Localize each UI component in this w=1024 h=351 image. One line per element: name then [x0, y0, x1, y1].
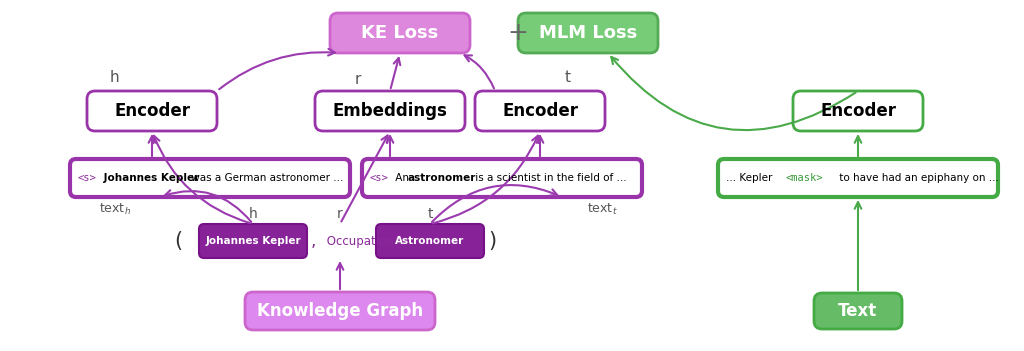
- Text: <mask>: <mask>: [786, 173, 823, 183]
- Text: h: h: [110, 69, 119, 85]
- FancyBboxPatch shape: [475, 91, 605, 131]
- Text: (: (: [174, 231, 182, 251]
- Text: r: r: [337, 207, 343, 221]
- Text: ,: ,: [310, 232, 315, 250]
- Text: KE Loss: KE Loss: [361, 24, 438, 42]
- Text: Encoder: Encoder: [502, 102, 578, 120]
- Text: Embeddings: Embeddings: [333, 102, 447, 120]
- Text: Johannes Kepler: Johannes Kepler: [100, 173, 200, 183]
- Text: <s>: <s>: [78, 173, 96, 183]
- Text: Text: Text: [839, 302, 878, 320]
- Text: was a German astronomer ...: was a German astronomer ...: [188, 173, 343, 183]
- Text: is a scientist in the field of ...: is a scientist in the field of ...: [472, 173, 627, 183]
- Text: astronomer: astronomer: [408, 173, 476, 183]
- Text: t: t: [427, 207, 433, 221]
- FancyBboxPatch shape: [376, 224, 484, 258]
- Text: +: +: [508, 21, 528, 45]
- Text: Johannes Kepler: Johannes Kepler: [205, 236, 301, 246]
- FancyBboxPatch shape: [518, 13, 658, 53]
- FancyBboxPatch shape: [199, 224, 307, 258]
- FancyBboxPatch shape: [70, 159, 350, 197]
- Text: h: h: [249, 207, 257, 221]
- FancyBboxPatch shape: [245, 292, 435, 330]
- Text: <s>: <s>: [370, 173, 389, 183]
- Text: Encoder: Encoder: [114, 102, 190, 120]
- FancyBboxPatch shape: [315, 91, 465, 131]
- Text: to have had an epiphany on ...: to have had an epiphany on ...: [836, 173, 998, 183]
- Text: Encoder: Encoder: [820, 102, 896, 120]
- Text: MLM Loss: MLM Loss: [539, 24, 637, 42]
- Text: t: t: [565, 69, 571, 85]
- FancyBboxPatch shape: [814, 293, 902, 329]
- Text: ... Kepler: ... Kepler: [726, 173, 775, 183]
- Text: Occupation ,: Occupation ,: [323, 234, 401, 247]
- Text: text$_t$: text$_t$: [587, 201, 617, 217]
- Text: text$_h$: text$_h$: [99, 201, 131, 217]
- Text: ): ): [488, 231, 496, 251]
- Text: Knowledge Graph: Knowledge Graph: [257, 302, 423, 320]
- FancyBboxPatch shape: [362, 159, 642, 197]
- FancyBboxPatch shape: [87, 91, 217, 131]
- Text: Astronomer: Astronomer: [395, 236, 465, 246]
- FancyBboxPatch shape: [330, 13, 470, 53]
- Text: An: An: [392, 173, 413, 183]
- FancyBboxPatch shape: [718, 159, 998, 197]
- Text: r: r: [354, 72, 361, 86]
- FancyBboxPatch shape: [793, 91, 923, 131]
